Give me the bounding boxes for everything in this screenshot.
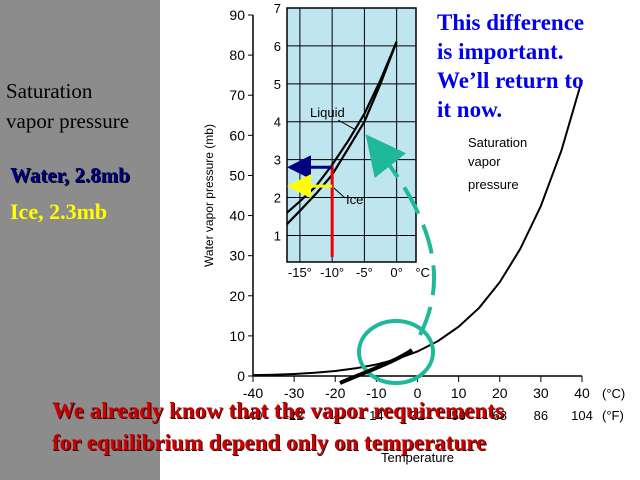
y-tick-label: 70 [229,87,245,103]
x-axis-label: Temperature [381,450,454,465]
bottom-caption-line1: We already know that the vapor requireme… [52,398,504,423]
x-tick-label-fahrenheit: 104 [571,408,593,423]
x-tick-label-celsius: -30 [284,385,304,401]
y-tick-label: 40 [229,208,245,224]
y-tick-label: 0 [237,368,245,384]
slide-title: Saturation vapor pressure [6,76,196,136]
liquid-label-pointer [337,119,357,131]
y-tick-label: 30 [229,248,245,264]
y-tick-label: 20 [229,288,245,304]
y-axis-label: Water vapor pressure (mb) [202,124,216,267]
x-tick-label-fahrenheit: 32 [410,408,424,423]
x-tick-label-fahrenheit: -4 [329,408,341,423]
x-tick-label-fahrenheit: -40 [244,408,263,423]
x-tick-label-celsius: 20 [492,385,508,401]
inset-x-tick-label: -15° [288,265,312,280]
liquid-curve [286,41,398,214]
black-pointer-arrow [339,348,414,385]
callout-text: This difference is important. We’ll retu… [437,8,637,124]
y-tick-label: 90 [229,7,245,23]
inset-x-tick-label: 0° [390,265,402,280]
x-unit-celsius: (°C) [602,386,625,401]
curve-label-line1: Saturation [468,135,527,150]
x-tick-label-celsius: -20 [325,385,345,401]
y-tick-label: 50 [229,167,245,183]
water-pressure-label: Water, 2.8mb [10,163,130,187]
callout-line2: is important. [437,39,564,64]
y-tick-label: 80 [229,47,245,63]
ice-label-pointer [333,187,346,199]
zoom-arrow [365,134,437,336]
ice-curve [286,41,398,225]
slide-title-line2: vapor pressure [6,109,130,133]
x-tick-label-fahrenheit: 86 [534,408,548,423]
bottom-caption: We already know that the vapor requireme… [52,395,640,459]
inset-x-tick-label: -5° [356,265,373,280]
x-tick-label-celsius: 40 [574,385,590,401]
x-tick-label-fahrenheit: 68 [493,408,507,423]
callout-line4: it now. [437,97,503,122]
x-tick-label-celsius: 0 [414,385,422,401]
callout-line3: We’ll return to [437,68,584,93]
x-tick-label-fahrenheit: -22 [285,408,304,423]
x-tick-label-fahrenheit: 50 [451,408,465,423]
x-tick-label-celsius: 30 [533,385,549,401]
inset-y-tick-label: 7 [274,1,281,16]
liquid-label: Liquid [310,105,345,120]
inset-y-tick-label: 1 [274,228,281,243]
x-tick-label-celsius: -40 [243,385,263,401]
curve-label-line2: vapor [468,154,501,169]
inset-chart: 1 2 3 4 5 6 7 -15° -10° -5° 0° °C Liquid Ice [274,1,430,280]
callout-line1: This difference [437,10,585,35]
inset-y-tick-label: 5 [274,77,281,92]
x-tick-label-celsius: 10 [451,385,467,401]
ice-label: Ice [346,192,363,207]
x-tick-label-celsius: -10 [366,385,386,401]
saturation-curve [252,79,583,377]
curve-label-line3: pressure [468,177,519,192]
inset-y-tick-label: 4 [274,115,281,130]
inset-y-tick-label: 3 [274,153,281,168]
bottom-caption-line2: for equilibrium depend only on temperatu… [52,430,487,455]
inset-y-tick-label: 6 [274,39,281,54]
highlight-circle [357,319,435,385]
inset-x-tick-label: °C [415,265,430,280]
ice-pressure-label: Ice, 2.3mb [10,199,108,224]
slide-title-line1: Saturation [6,79,93,103]
inset-y-tick-label: 2 [274,191,281,206]
y-tick-label: 10 [229,328,245,344]
x-tick-label-fahrenheit: 14 [369,408,383,423]
x-unit-fahrenheit: (°F) [602,408,624,423]
inset-x-tick-label: -10° [320,265,344,280]
left-gray-panel [0,0,160,480]
y-tick-label: 60 [229,127,245,143]
